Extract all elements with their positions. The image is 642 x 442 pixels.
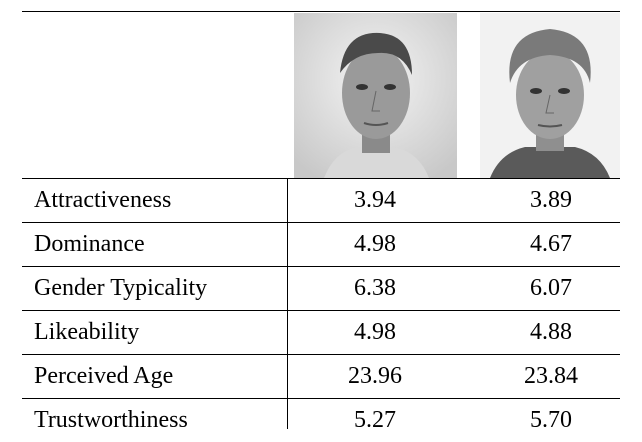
cell-value: 4.98 — [354, 319, 396, 345]
cell-value: 4.67 — [530, 231, 572, 257]
row-label: Trustworthiness — [34, 407, 188, 433]
cell-value: 6.07 — [530, 275, 572, 301]
cell-value: 4.98 — [354, 231, 396, 257]
row-label: Attractiveness — [34, 187, 172, 213]
face-photo — [294, 13, 457, 178]
row-rule — [22, 178, 620, 179]
face-photo — [480, 13, 620, 178]
row-rule — [22, 310, 620, 311]
page: Attractiveness 3.94 3.89 Dominance 4.98 4.67 G… — [22, 11, 620, 433]
row-rule — [22, 266, 620, 267]
cell-value: 3.94 — [354, 187, 396, 213]
cell-value: 6.38 — [354, 275, 396, 301]
cell-value: 3.89 — [530, 187, 572, 213]
row-rule — [22, 354, 620, 355]
cell-value: 23.96 — [348, 363, 402, 389]
top-rule — [22, 11, 620, 12]
cell-value: 4.88 — [530, 319, 572, 345]
column-rule — [287, 178, 288, 429]
row-label: Gender Typicality — [34, 275, 208, 301]
row-label: Perceived Age — [34, 363, 174, 389]
cell-value: 5.27 — [354, 407, 396, 433]
row-label: Dominance — [34, 231, 145, 257]
row-rule — [22, 222, 620, 223]
cell-value: 23.84 — [524, 363, 578, 389]
row-rule — [22, 398, 620, 399]
cell-value: 5.70 — [530, 407, 572, 433]
row-label: Likeability — [34, 319, 140, 345]
